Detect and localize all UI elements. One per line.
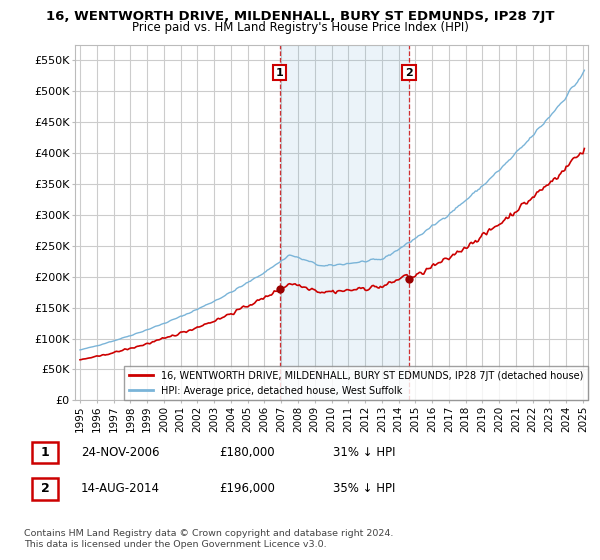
Text: £196,000: £196,000 (219, 482, 275, 496)
Text: 1: 1 (275, 68, 283, 78)
Bar (280, 45, 409, 400)
Legend: 16, WENTWORTH DRIVE, MILDENHALL, BURY ST EDMUNDS, IP28 7JT (detached house), HPI: 16, WENTWORTH DRIVE, MILDENHALL, BURY ST… (124, 366, 588, 400)
Text: Contains HM Land Registry data © Crown copyright and database right 2024.
This d: Contains HM Land Registry data © Crown c… (24, 529, 394, 549)
Text: 24-NOV-2006: 24-NOV-2006 (81, 446, 160, 459)
Text: 2: 2 (405, 68, 413, 78)
Text: 16, WENTWORTH DRIVE, MILDENHALL, BURY ST EDMUNDS, IP28 7JT: 16, WENTWORTH DRIVE, MILDENHALL, BURY ST… (46, 10, 554, 23)
Text: £180,000: £180,000 (219, 446, 275, 459)
Text: Price paid vs. HM Land Registry's House Price Index (HPI): Price paid vs. HM Land Registry's House … (131, 21, 469, 34)
Text: 2: 2 (41, 482, 49, 496)
Text: 1: 1 (41, 446, 49, 459)
Text: 14-AUG-2014: 14-AUG-2014 (81, 482, 160, 496)
Text: 35% ↓ HPI: 35% ↓ HPI (333, 482, 395, 496)
Text: 31% ↓ HPI: 31% ↓ HPI (333, 446, 395, 459)
